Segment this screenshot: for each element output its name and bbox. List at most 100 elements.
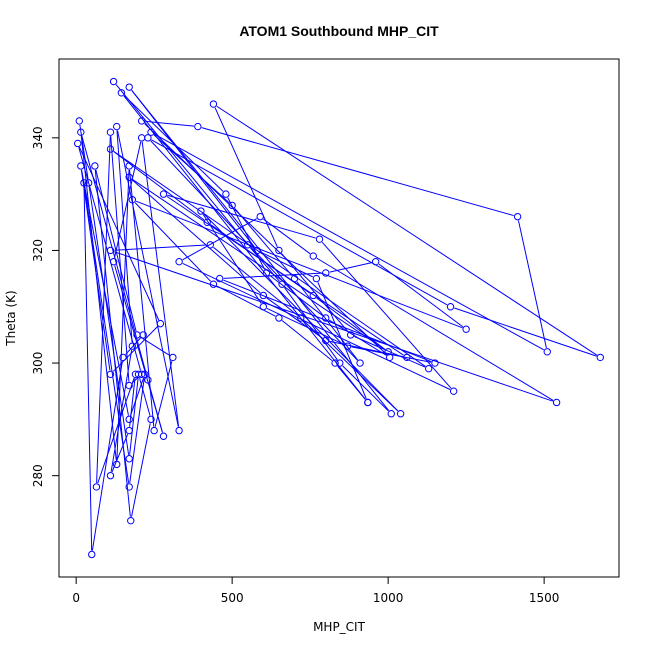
data-point (109, 257, 118, 266)
data-point (137, 134, 146, 142)
series-1-segment (78, 146, 160, 321)
series-2-segment (216, 285, 276, 317)
series-2-segment (135, 200, 463, 329)
series-1-segment (129, 378, 136, 427)
series-1-segment (80, 169, 111, 371)
series-2-segment (214, 107, 278, 247)
series-1-segment (141, 141, 180, 427)
y-axis: 280 300 320 340 (31, 126, 60, 487)
data-point (125, 483, 133, 491)
data-point (364, 398, 372, 407)
data-point (106, 128, 115, 136)
series-2-segment (321, 241, 452, 389)
data-point (222, 190, 230, 198)
data-point (125, 83, 133, 91)
series-2-segment (113, 151, 205, 221)
series-1-segment (80, 136, 117, 461)
data-point (424, 364, 433, 373)
data-point (197, 207, 205, 215)
series-2-segment (167, 194, 316, 239)
data-point (127, 516, 135, 525)
data-point (74, 139, 82, 148)
data-point (387, 410, 395, 418)
data-point (137, 117, 146, 125)
data-point (384, 348, 392, 356)
series-1-segment (112, 326, 158, 372)
data-point (322, 314, 330, 322)
data-point (125, 381, 133, 390)
series-2-segment (378, 263, 464, 328)
y-tick-label: 280 (31, 464, 45, 487)
data-point (309, 291, 317, 300)
series-2-segment (316, 297, 386, 350)
data-point (128, 196, 137, 204)
data-point (396, 410, 405, 418)
data-point (106, 370, 115, 379)
data-point (403, 353, 411, 362)
series-2-segment (342, 365, 389, 412)
series-2-segment (354, 336, 426, 368)
series-1-segment (116, 130, 133, 343)
series-1-segment (84, 186, 130, 484)
series-1-segment (129, 378, 139, 455)
series-2-segment (281, 320, 333, 361)
data-point (88, 550, 96, 559)
data-point (346, 331, 355, 339)
series-1-segment (131, 376, 140, 384)
series-2-segment (316, 257, 554, 401)
data-point (106, 145, 115, 153)
data-point (141, 370, 149, 379)
data-point (596, 353, 604, 362)
data-point (203, 218, 211, 226)
data-point (144, 134, 152, 142)
data-point (297, 314, 305, 322)
data-point (144, 376, 152, 384)
series-2-segment (201, 127, 514, 217)
data-point (315, 235, 324, 243)
series-2-segment (329, 262, 372, 273)
data-point (513, 212, 522, 221)
data-point (77, 128, 85, 136)
series-1-segment (111, 434, 129, 473)
series-2-segment (337, 365, 366, 400)
series-1-segment (110, 136, 130, 382)
data-point (147, 128, 155, 136)
series-2-segment (234, 208, 293, 276)
data-point (80, 179, 88, 187)
x-tick-label: 1000 (373, 591, 404, 605)
series-1-segment (91, 361, 123, 551)
data-point (309, 252, 317, 260)
series-2-segment (223, 272, 322, 279)
series-2-segment (166, 195, 404, 356)
series-2-segment (517, 220, 547, 348)
series-1-segment (131, 423, 151, 517)
data-point (109, 77, 118, 86)
data-point (228, 201, 236, 210)
series-2-segment (134, 202, 212, 282)
data-point (119, 353, 127, 362)
data-point (322, 269, 330, 277)
plot-area (74, 77, 604, 559)
data-point (244, 241, 252, 249)
data-point (278, 280, 286, 288)
data-point (209, 280, 218, 288)
data-point (343, 342, 352, 350)
data-point (150, 426, 158, 435)
data-point (175, 426, 183, 435)
series-2-segment (182, 262, 451, 390)
data-point (159, 432, 168, 440)
data-point (156, 319, 165, 328)
data-point (552, 398, 561, 407)
series-1-segment (116, 169, 130, 461)
data-point (92, 483, 101, 491)
y-axis-label: Theta (K) (4, 290, 18, 346)
data-point (106, 471, 115, 480)
y-tick-label: 320 (31, 239, 45, 262)
series-1-segment (125, 337, 141, 355)
series-2-segment (216, 105, 598, 356)
series-1-segment (83, 186, 93, 551)
series-1-segment (113, 141, 142, 258)
data-point (215, 274, 224, 283)
data-point (259, 303, 268, 311)
